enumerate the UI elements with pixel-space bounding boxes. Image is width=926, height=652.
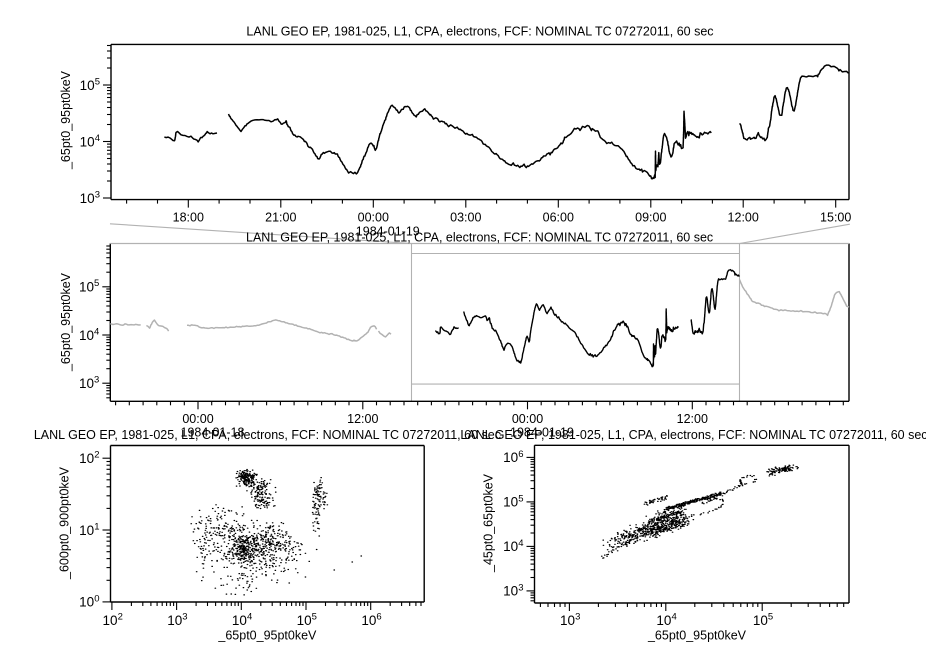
svg-text:15:00: 15:00 <box>820 210 851 224</box>
svg-text:_65pt0_95pt0keV: _65pt0_95pt0keV <box>59 70 73 170</box>
svg-text:06:00: 06:00 <box>543 210 574 224</box>
svg-text:LANL GEO EP, 1981-025, L1, CPA: LANL GEO EP, 1981-025, L1, CPA, electron… <box>246 231 713 245</box>
svg-text:_600pt0_900pt0keV: _600pt0_900pt0keV <box>58 466 72 580</box>
svg-text:LANL GEO EP, 1981-025, L1, CPA: LANL GEO EP, 1981-025, L1, CPA, electron… <box>246 24 713 38</box>
svg-text:1984-01-18: 1984-01-18 <box>181 425 245 439</box>
svg-text:18:00: 18:00 <box>173 210 204 224</box>
svg-text:_65pt0_95pt0keV: _65pt0_95pt0keV <box>217 628 317 642</box>
svg-text:_65pt0_95pt0keV: _65pt0_95pt0keV <box>647 628 747 642</box>
svg-text:21:00: 21:00 <box>265 210 296 224</box>
svg-text:_65pt0_95pt0keV: _65pt0_95pt0keV <box>59 272 73 372</box>
svg-text:LANL GEO EP, 1981-025, L1, CPA: LANL GEO EP, 1981-025, L1, CPA, electron… <box>460 428 926 442</box>
svg-text:00:00: 00:00 <box>512 412 543 426</box>
svg-text:12:00: 12:00 <box>677 412 708 426</box>
svg-text:1984-01-19: 1984-01-19 <box>510 425 574 439</box>
svg-text:00:00: 00:00 <box>182 412 213 426</box>
svg-text:00:00: 00:00 <box>358 210 389 224</box>
svg-text:1984-01-19: 1984-01-19 <box>356 224 420 238</box>
svg-text:12:00: 12:00 <box>347 412 378 426</box>
svg-text:12:00: 12:00 <box>728 210 759 224</box>
svg-text:_45pt0_65pt0keV: _45pt0_65pt0keV <box>481 473 495 573</box>
svg-text:LANL GEO EP, 1981-025, L1, CPA: LANL GEO EP, 1981-025, L1, CPA, electron… <box>34 428 501 442</box>
svg-text:03:00: 03:00 <box>450 210 481 224</box>
svg-text:09:00: 09:00 <box>635 210 666 224</box>
